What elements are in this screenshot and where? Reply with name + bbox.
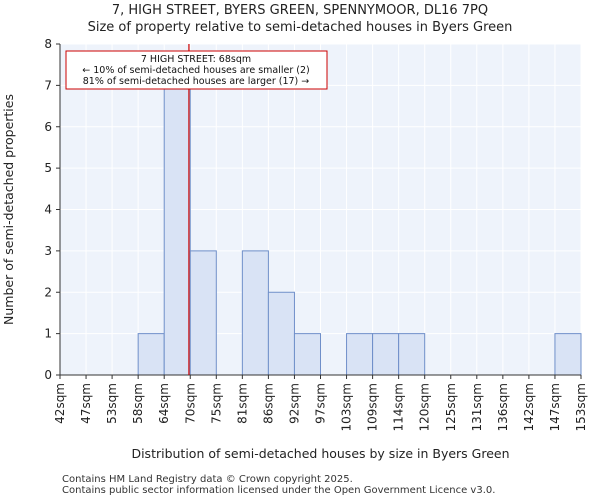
x-tick-label: 42sqm bbox=[53, 383, 67, 424]
x-tick-label: 142sqm bbox=[522, 383, 536, 431]
x-tick-label: 114sqm bbox=[392, 383, 406, 431]
x-tick-label: 47sqm bbox=[79, 383, 93, 424]
y-axis-title: Number of semi-detached properties bbox=[1, 94, 16, 325]
y-tick-label: 6 bbox=[44, 120, 52, 134]
x-tick-label: 136sqm bbox=[496, 383, 510, 431]
histogram-bar bbox=[293, 333, 322, 376]
y-tick-label: 7 bbox=[44, 78, 52, 92]
y-tick-label: 3 bbox=[44, 244, 52, 258]
y-tick-label: 8 bbox=[44, 37, 52, 51]
x-tick-label: 58sqm bbox=[131, 383, 145, 424]
x-axis-title: Distribution of semi-detached houses by … bbox=[131, 446, 509, 461]
x-tick-label: 103sqm bbox=[340, 383, 354, 431]
histogram-bar bbox=[554, 333, 582, 376]
x-tick-label: 125sqm bbox=[444, 383, 458, 431]
x-tick-label: 153sqm bbox=[574, 383, 588, 431]
x-tick-label: 120sqm bbox=[418, 383, 432, 431]
histogram-bar bbox=[372, 333, 400, 376]
footer-licence: Contains public sector information licen… bbox=[62, 485, 496, 496]
x-tick-label: 86sqm bbox=[261, 383, 275, 424]
x-tick-label: 131sqm bbox=[470, 383, 484, 431]
histogram-bar bbox=[267, 291, 295, 376]
x-tick-label: 64sqm bbox=[157, 383, 171, 424]
histogram-bar bbox=[346, 333, 374, 376]
y-tick-label: 4 bbox=[44, 203, 52, 217]
x-tick-label: 109sqm bbox=[366, 383, 380, 431]
chart-title-line2: Size of property relative to semi-detach… bbox=[87, 20, 513, 35]
x-tick-label: 70sqm bbox=[183, 383, 197, 424]
annotation-line1: 7 HIGH STREET: 68sqm bbox=[141, 54, 251, 65]
y-tick-label: 1 bbox=[44, 327, 52, 341]
annotation-line2: ← 10% of semi-detached houses are smalle… bbox=[82, 65, 310, 76]
chart-title-line1: 7, HIGH STREET, BYERS GREEN, SPENNYMOOR,… bbox=[111, 3, 489, 18]
histogram-bar bbox=[398, 333, 426, 376]
y-tick-label: 5 bbox=[44, 161, 52, 175]
x-tick-label: 75sqm bbox=[209, 383, 223, 424]
y-tick-label: 2 bbox=[44, 285, 52, 299]
x-tick-label: 92sqm bbox=[287, 383, 301, 424]
annotation-line3: 81% of semi-detached houses are larger (… bbox=[83, 76, 310, 87]
footer-copyright: Contains HM Land Registry data © Crown c… bbox=[62, 474, 353, 485]
y-tick-label: 0 bbox=[44, 368, 52, 382]
x-tick-label: 147sqm bbox=[548, 383, 562, 431]
histogram-bar bbox=[163, 84, 191, 376]
annotation-box bbox=[65, 50, 328, 90]
histogram-bar bbox=[137, 333, 165, 376]
x-tick-label: 97sqm bbox=[314, 383, 328, 424]
x-tick-label: 53sqm bbox=[105, 383, 119, 424]
x-tick-label: 81sqm bbox=[235, 383, 249, 424]
histogram-bar bbox=[241, 250, 269, 376]
histogram-bar bbox=[189, 250, 217, 376]
